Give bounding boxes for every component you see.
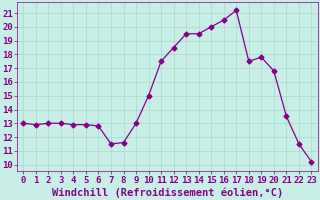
- X-axis label: Windchill (Refroidissement éolien,°C): Windchill (Refroidissement éolien,°C): [52, 187, 283, 198]
